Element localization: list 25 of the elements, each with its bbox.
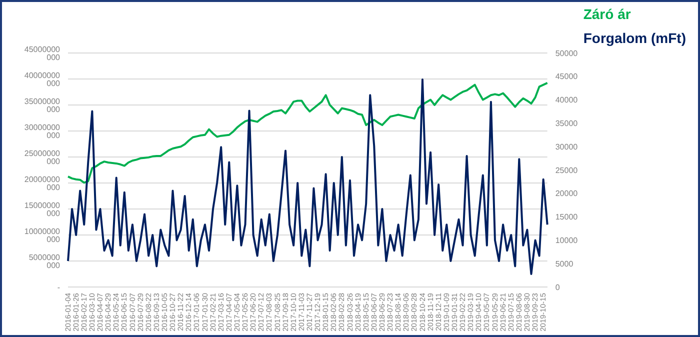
y-tick-label: 15000000 000: [24, 200, 61, 218]
y2-tick-label: 10000: [555, 236, 578, 246]
line-series: [67, 82, 548, 184]
text: Forgalom (mFt): [583, 29, 686, 48]
y2-tick-label: 15000: [555, 212, 578, 222]
y2-tick-label: 45000: [555, 72, 578, 82]
y2-tick-label: 0: [555, 282, 560, 292]
y2-tick-label: 25000: [555, 166, 578, 175]
y-tick-label: 10000000 000: [24, 226, 61, 244]
y-tick-label: 30000000 000: [24, 122, 61, 140]
line-series: [67, 78, 548, 275]
y2-tick-label: 50000: [555, 48, 578, 58]
y-tick-label: 45000000 000: [24, 44, 61, 62]
y2-tick-label: 40000: [555, 96, 578, 105]
y2-tick-label: 5000: [555, 259, 574, 268]
y-tick-label: 5000000 000: [28, 252, 61, 270]
text: Záró ár: [583, 5, 631, 24]
y-tick-label: 25000000 000: [24, 148, 61, 166]
y2-tick-label: 35000: [555, 119, 578, 128]
y-tick-label: 20000000 000: [24, 174, 61, 192]
y-tick-label: 35000000 000: [24, 96, 61, 114]
y-tick-label: -: [57, 282, 60, 292]
y-tick-label: 40000000 000: [24, 70, 61, 88]
y2-tick-label: 30000: [555, 142, 578, 152]
y2-tick-label: 20000: [555, 189, 578, 198]
